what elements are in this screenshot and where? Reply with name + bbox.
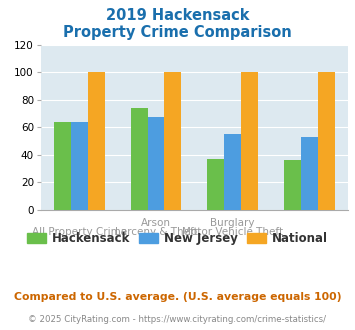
Text: 2019 Hackensack: 2019 Hackensack — [106, 8, 249, 23]
Text: Burglary: Burglary — [211, 218, 255, 228]
Bar — [207, 159, 224, 210]
Bar — [71, 121, 88, 210]
Bar — [88, 72, 104, 210]
Text: Compared to U.S. average. (U.S. average equals 100): Compared to U.S. average. (U.S. average … — [14, 292, 341, 302]
Text: © 2025 CityRating.com - https://www.cityrating.com/crime-statistics/: © 2025 CityRating.com - https://www.city… — [28, 315, 327, 324]
Bar — [224, 134, 241, 210]
Text: Arson: Arson — [141, 218, 171, 228]
Bar — [148, 117, 164, 210]
Text: Larceny & Theft: Larceny & Theft — [115, 227, 197, 237]
Text: Property Crime Comparison: Property Crime Comparison — [63, 25, 292, 40]
Bar — [318, 72, 335, 210]
Text: Motor Vehicle Theft: Motor Vehicle Theft — [182, 227, 283, 237]
Bar — [164, 72, 181, 210]
Bar — [301, 137, 318, 210]
Text: All Property Crime: All Property Crime — [32, 227, 127, 237]
Bar — [284, 160, 301, 210]
Bar — [241, 72, 258, 210]
Legend: Hackensack, New Jersey, National: Hackensack, New Jersey, National — [22, 227, 333, 250]
Bar — [54, 121, 71, 210]
Bar — [131, 108, 148, 210]
